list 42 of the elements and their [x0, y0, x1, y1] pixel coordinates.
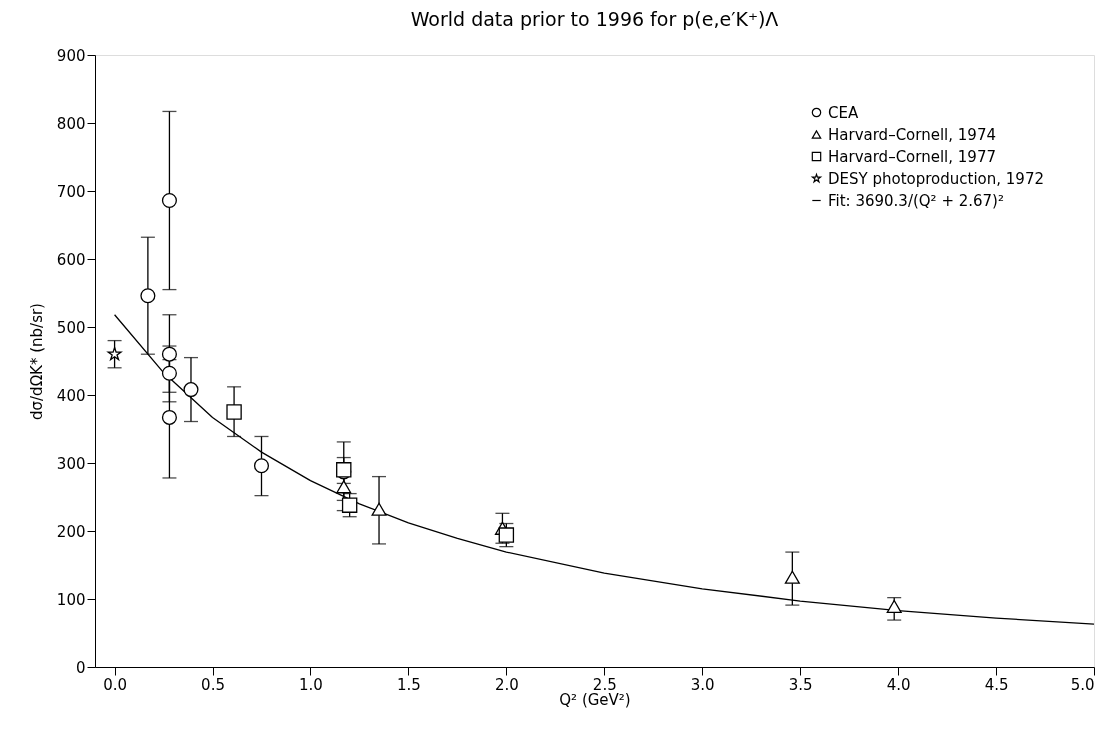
x-tick-label: 1.5	[396, 675, 421, 694]
point	[253, 458, 270, 474]
y-tick-label: 300	[56, 454, 86, 473]
y-tick-label: 200	[56, 522, 86, 541]
legend-label: CEA	[828, 103, 859, 122]
point	[183, 382, 199, 398]
x-tick-label: 3.0	[690, 675, 715, 694]
point	[498, 527, 515, 543]
y-tick-label: 500	[56, 318, 86, 337]
legend-label: Harvard–Cornell, 1974	[828, 125, 996, 144]
y-tick-label: 400	[56, 386, 86, 405]
y-tick-label: 800	[56, 114, 86, 133]
point	[371, 502, 387, 516]
point	[886, 599, 902, 614]
point	[161, 409, 177, 425]
x-tick-label: 1.0	[299, 675, 323, 694]
y-tick-label: 900	[56, 46, 86, 65]
point	[161, 365, 177, 381]
point	[161, 192, 177, 209]
x-tick-label: 4.0	[886, 675, 911, 694]
legend-label: DESY photoproduction, 1972	[828, 169, 1044, 188]
chart-title: World data prior to 1996 for p(e,e′K⁺)Λ	[410, 8, 779, 30]
y-axis-title: dσ/dΩK* (nb/sr)	[27, 303, 46, 420]
x-tick-label: 3.5	[788, 675, 813, 694]
point	[140, 288, 156, 304]
point	[784, 570, 800, 584]
y-tick-label: 0	[75, 658, 86, 677]
legend-label: Harvard–Cornell, 1977	[828, 147, 996, 166]
legend-label: Fit: 3690.3/(Q² + 2.67)²	[828, 191, 1004, 210]
point	[226, 404, 242, 420]
y-tick-label: 600	[56, 250, 86, 269]
y-tick-label: 100	[56, 590, 86, 609]
point	[341, 497, 358, 513]
x-tick-label: 4.5	[984, 675, 1009, 694]
y-tick-label: 700	[56, 182, 86, 201]
x-tick-label: 5.0	[1070, 675, 1095, 694]
point	[107, 346, 122, 361]
point	[161, 346, 177, 362]
x-tick-label: 0.0	[103, 675, 128, 694]
point	[336, 480, 352, 494]
x-tick-label: 2.0	[494, 675, 519, 694]
x-tick-label: 0.5	[201, 675, 225, 694]
